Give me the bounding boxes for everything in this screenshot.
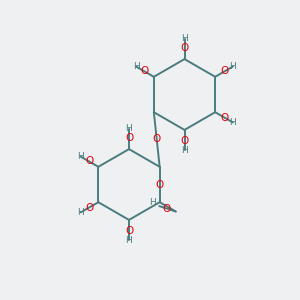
Text: H: H — [77, 208, 84, 217]
Text: H: H — [126, 236, 132, 245]
Text: O: O — [155, 179, 164, 190]
Text: H: H — [230, 62, 236, 71]
Text: O: O — [85, 157, 93, 166]
Text: H: H — [77, 152, 84, 161]
Text: O: O — [180, 44, 189, 53]
Text: O: O — [125, 134, 133, 143]
Text: O: O — [180, 136, 189, 146]
Text: H: H — [181, 34, 188, 43]
Text: O: O — [85, 202, 93, 212]
Text: O: O — [220, 112, 229, 122]
Text: O: O — [140, 67, 149, 76]
Text: H: H — [126, 124, 132, 133]
Text: O: O — [153, 134, 161, 145]
Text: H: H — [133, 62, 140, 71]
Text: H: H — [149, 198, 156, 207]
Text: O: O — [125, 226, 133, 236]
Text: H: H — [181, 146, 188, 155]
Text: O: O — [163, 203, 171, 214]
Text: O: O — [220, 67, 229, 76]
Text: H: H — [230, 118, 236, 127]
